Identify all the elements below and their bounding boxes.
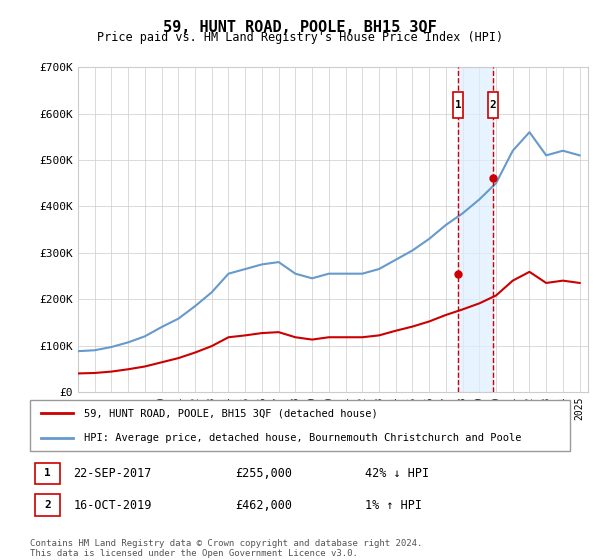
Text: £255,000: £255,000 — [235, 466, 292, 480]
FancyBboxPatch shape — [488, 92, 497, 118]
Text: 22-SEP-2017: 22-SEP-2017 — [73, 466, 152, 480]
FancyBboxPatch shape — [35, 494, 60, 516]
Text: £462,000: £462,000 — [235, 498, 292, 511]
Text: Price paid vs. HM Land Registry's House Price Index (HPI): Price paid vs. HM Land Registry's House … — [97, 31, 503, 44]
Text: 16-OCT-2019: 16-OCT-2019 — [73, 498, 152, 511]
Text: 1% ↑ HPI: 1% ↑ HPI — [365, 498, 422, 511]
Text: 2: 2 — [44, 500, 51, 510]
FancyBboxPatch shape — [35, 463, 60, 484]
Text: 2: 2 — [489, 100, 496, 110]
Text: HPI: Average price, detached house, Bournemouth Christchurch and Poole: HPI: Average price, detached house, Bour… — [84, 433, 521, 443]
FancyBboxPatch shape — [30, 400, 570, 451]
FancyBboxPatch shape — [453, 92, 463, 118]
Text: 59, HUNT ROAD, POOLE, BH15 3QF (detached house): 59, HUNT ROAD, POOLE, BH15 3QF (detached… — [84, 408, 378, 418]
Text: 59, HUNT ROAD, POOLE, BH15 3QF: 59, HUNT ROAD, POOLE, BH15 3QF — [163, 20, 437, 35]
Text: 42% ↓ HPI: 42% ↓ HPI — [365, 466, 429, 480]
Text: 1: 1 — [455, 100, 461, 110]
Text: Contains HM Land Registry data © Crown copyright and database right 2024.
This d: Contains HM Land Registry data © Crown c… — [30, 539, 422, 558]
Bar — [458, 67, 493, 392]
Text: 1: 1 — [44, 468, 51, 478]
